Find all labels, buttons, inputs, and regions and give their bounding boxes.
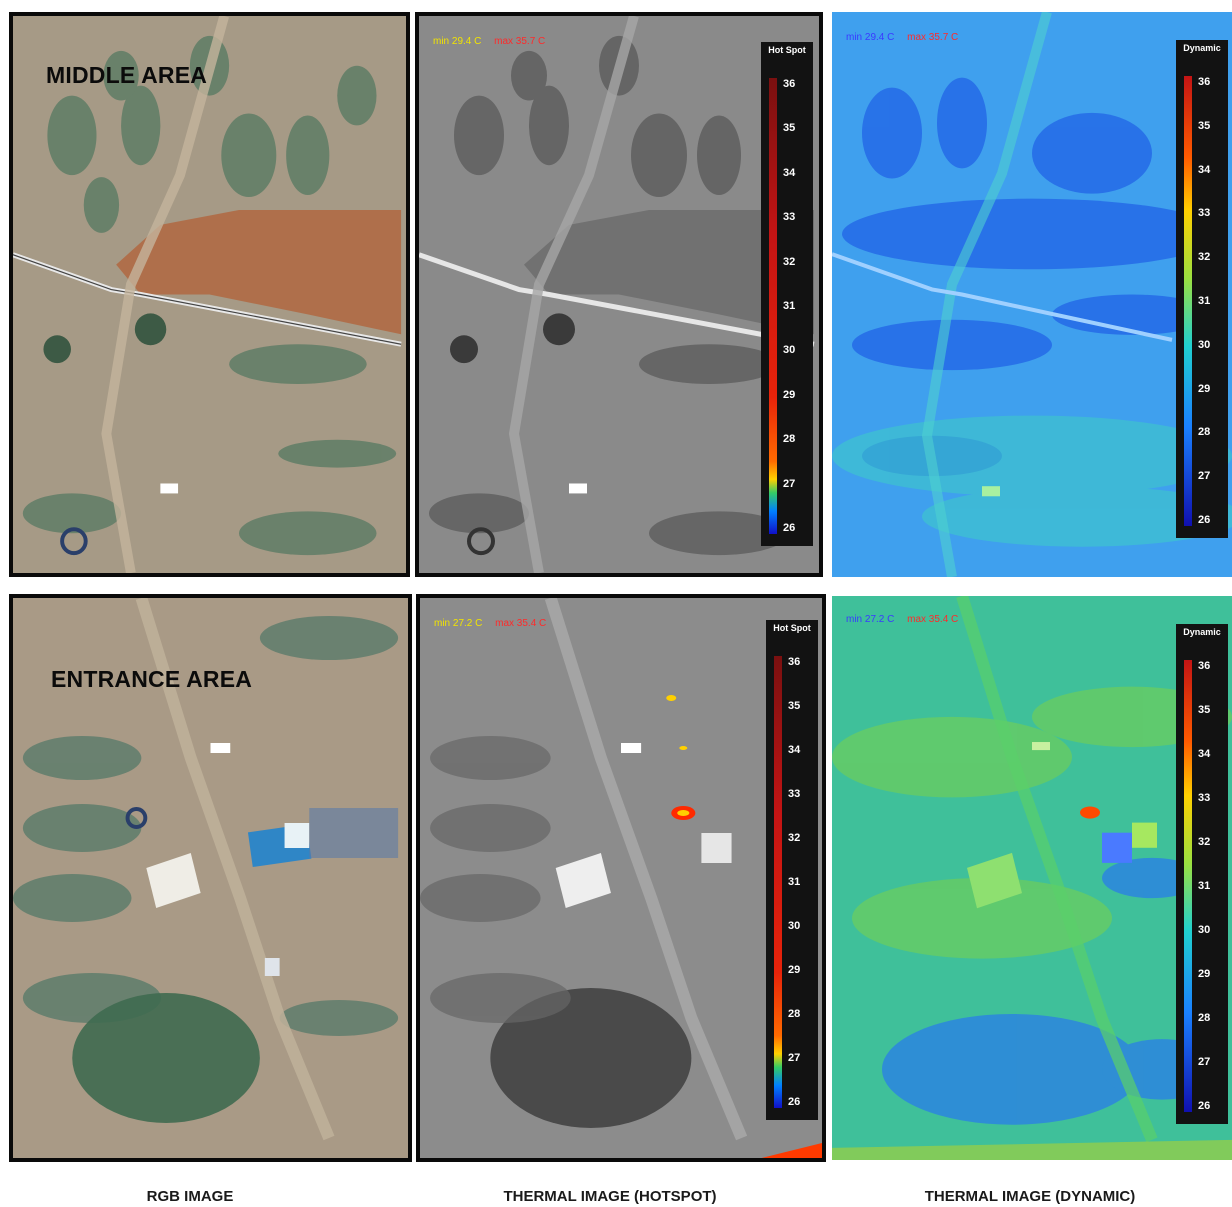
scale-tick-label: 35: [1198, 704, 1211, 716]
scale-tick-label: 26: [788, 1096, 801, 1108]
min-temperature: min 29.4 C: [846, 32, 895, 43]
scale-title: Hot Spot: [773, 623, 811, 633]
hotspot-gradient-bar: [774, 656, 782, 1108]
scale-tick-label: 31: [1198, 295, 1211, 307]
rgb-image-middle-area: MIDDLE AREA: [9, 12, 410, 577]
scale-tick-label: 27: [1198, 1056, 1211, 1068]
scale-tick-label: 29: [1198, 382, 1211, 395]
scale-tick-label: 33: [788, 788, 801, 800]
hotspot-color-scale: Hot Spot 36 35 34 33 32 31 30 29 28 27 26: [761, 42, 813, 546]
scale-tick-label: 27: [788, 1052, 801, 1064]
dynamic-color-scale: Dynamic 36 35 34 33 32 31 30 29 28 27 26: [1176, 40, 1228, 538]
scale-tick-label: 33: [1198, 792, 1211, 804]
max-temperature: max 35.4 C: [495, 618, 547, 629]
scale-tick-label: 26: [1198, 1100, 1211, 1112]
scale-tick-label: 30: [1198, 924, 1211, 936]
min-max-readout: min 27.2 C max 35.4 C: [434, 618, 546, 629]
max-temperature: max 35.7 C: [494, 36, 546, 47]
max-temperature: max 35.4 C: [907, 614, 959, 625]
max-temperature: max 35.7 C: [907, 32, 959, 43]
thermal-dynamic-middle-area: min 29.4 C max 35.7 C Dynamic 36 35 34 33 32…: [832, 12, 1232, 577]
scale-tick-label: 30: [783, 344, 796, 357]
scale-tick-label: 28: [788, 1008, 801, 1020]
thermal-dynamic-caption: THERMAL IMAGE (DYNAMIC): [924, 1188, 1136, 1205]
scale-tick-label: 33: [783, 211, 796, 224]
scale-title: Dynamic: [1183, 43, 1221, 53]
dynamic-color-scale: Dynamic 36 35 34 33 32 31 30 29 28 27 26: [1176, 624, 1228, 1124]
thermal-hotspot-caption: THERMAL IMAGE (HOTSPOT): [503, 1188, 717, 1205]
min-temperature: min 27.2 C: [846, 614, 895, 625]
scale-tick-label: 29: [1198, 968, 1211, 980]
thermal-grayscale-middle: [419, 16, 819, 573]
min-max-readout: min 27.2 C max 35.4 C: [846, 614, 958, 625]
min-max-readout: min 29.4 C max 35.7 C: [433, 36, 545, 47]
scale-tick-label: 32: [1198, 251, 1211, 264]
scale-tick-label: 28: [1198, 1012, 1211, 1024]
rgb-image-caption: RGB IMAGE: [146, 1188, 234, 1205]
scale-title: Dynamic: [1183, 627, 1221, 637]
thermal-dynamic-entrance-area: min 27.2 C max 35.4 C Dynamic 36 35 34 33 32…: [832, 596, 1232, 1160]
scale-tick-label: 30: [788, 920, 801, 932]
scale-tick-label: 34: [1198, 163, 1211, 176]
scale-tick-label: 28: [783, 433, 796, 446]
scale-tick-label: 27: [1198, 470, 1211, 483]
min-max-readout: min 29.4 C max 35.7 C: [846, 32, 958, 43]
scale-tick-label: 36: [1198, 660, 1211, 672]
dynamic-gradient-bar: [1184, 76, 1192, 526]
scale-title: Hot Spot: [768, 45, 806, 55]
hotspot-color-scale: Hot Spot 36 35 34 33 32 31 30 29 28 27 26: [766, 620, 818, 1120]
scale-tick-label: 34: [783, 166, 796, 179]
middle-area-label: MIDDLE AREA: [46, 62, 208, 88]
scale-tick-label: 34: [1198, 748, 1211, 760]
dynamic-gradient-bar: [1184, 660, 1192, 1112]
thermal-dynamic-middle: [832, 12, 1232, 577]
scale-tick-label: 28: [1198, 426, 1211, 439]
entrance-area-label: ENTRANCE AREA: [51, 666, 253, 692]
thermal-grayscale-entrance: [420, 598, 822, 1158]
hotspot-gradient-bar: [769, 78, 777, 534]
scale-tick-label: 29: [788, 964, 801, 976]
scale-tick-label: 35: [788, 700, 801, 712]
scale-tick-label: 27: [783, 477, 796, 490]
scale-tick-label: 32: [1198, 836, 1211, 848]
scale-tick-label: 36: [1198, 76, 1211, 88]
scale-tick-label: 31: [783, 300, 796, 312]
min-temperature: min 29.4 C: [433, 36, 482, 47]
rgb-aerial-middle: [13, 16, 406, 573]
scale-tick-label: 32: [783, 255, 796, 268]
scale-tick-label: 32: [788, 832, 801, 844]
scale-tick-label: 36: [788, 656, 801, 668]
scale-tick-label: 34: [788, 744, 801, 756]
min-temperature: min 27.2 C: [434, 618, 483, 629]
rgb-aerial-entrance: [13, 598, 408, 1158]
scale-tick-label: 35: [1198, 119, 1211, 132]
rgb-image-entrance-area: ENTRANCE AREA: [9, 594, 412, 1162]
scale-tick-label: 30: [1198, 338, 1211, 351]
scale-tick-label: 36: [783, 78, 796, 90]
scale-tick-label: 26: [1198, 514, 1211, 526]
thermal-hotspot-entrance-area: min 27.2 C max 35.4 C Hot Spot 36 35 34 33 3…: [416, 594, 826, 1162]
scale-tick-label: 31: [788, 876, 801, 888]
scale-tick-label: 26: [783, 522, 796, 534]
scale-tick-label: 31: [1198, 880, 1211, 892]
scale-tick-label: 33: [1198, 207, 1211, 220]
thermal-dynamic-entrance: [832, 596, 1232, 1160]
thermal-hotspot-middle-area: min 29.4 C max 35.7 C Hot Spot 36 35 34 33 3…: [415, 12, 823, 577]
scale-tick-label: 35: [783, 122, 796, 135]
scale-tick-label: 29: [783, 388, 796, 401]
